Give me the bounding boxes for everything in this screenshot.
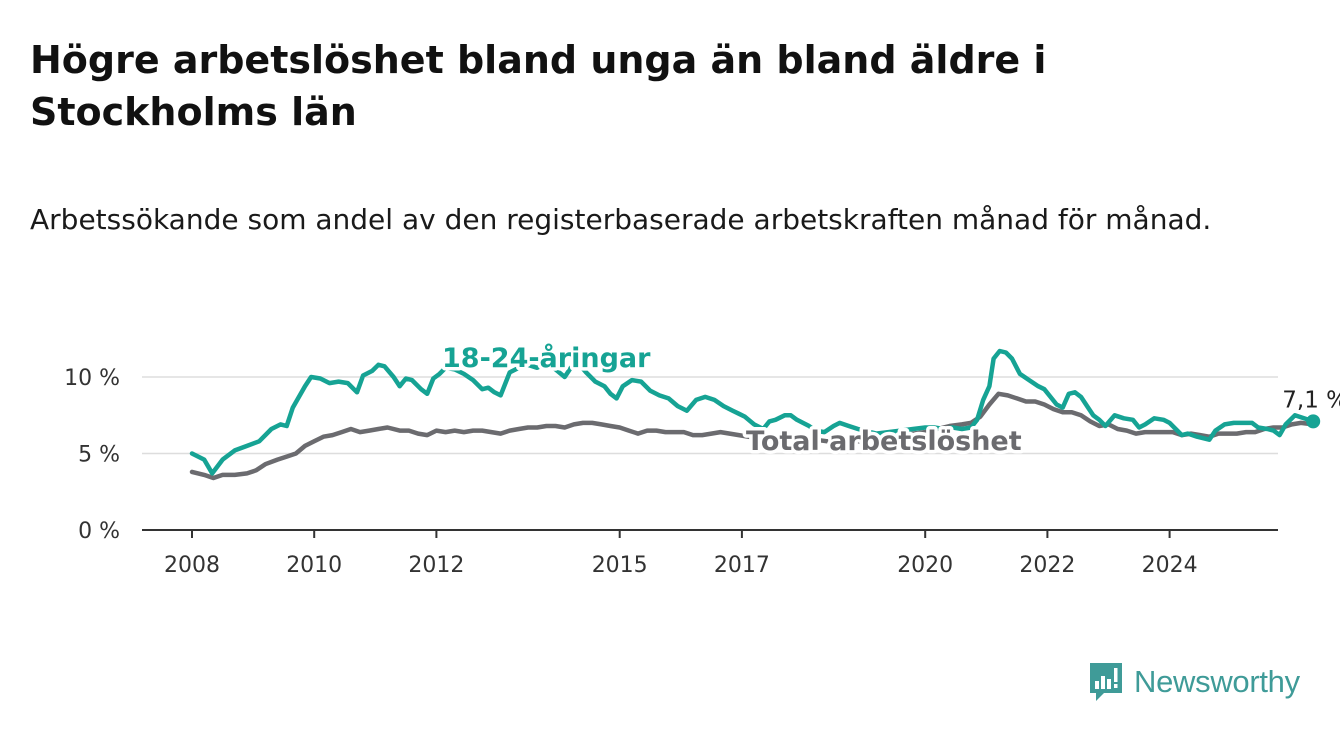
x-tick-label: 2010 (286, 553, 342, 578)
last-value-label-halo: 7,1 % (1282, 387, 1340, 413)
x-axis-ticks: 2008 2010 2012 2015 2017 2020 2022 2024 (164, 530, 1198, 578)
last-value-label: 7,1 %7,1 % (1279, 384, 1340, 417)
y-tick-label: 5 % (78, 443, 120, 468)
y-axis-ticks: 0 % 5 % 10 % (64, 366, 120, 544)
x-tick-label: 2017 (714, 553, 770, 578)
series-label-youth-text: 18-24-åringar (442, 342, 651, 374)
y-tick-label: 0 % (78, 519, 120, 544)
y-tick-label: 10 % (64, 366, 120, 391)
series-line-total (189, 391, 1316, 481)
brand-name: Newsworthy (1134, 664, 1300, 699)
last-value-label-text: 7,1 % (1282, 387, 1340, 413)
series-label-total-text: Total arbetslöshet (746, 426, 1022, 457)
line-chart: 0 %5 %10 % 2008 2010 2012 2015 2017 2020 2022 2… (64, 339, 1340, 578)
x-tick-label: 2022 (1019, 553, 1075, 578)
series-label-total-halo: Total arbetslöshet (746, 426, 1022, 457)
newsworthy-logo-icon (1090, 663, 1122, 701)
series-label-youth-halo: 18-24-åringar (442, 342, 651, 374)
series-lines (189, 348, 1321, 481)
grid-lines (142, 376, 1278, 531)
x-tick-label: 2024 (1142, 553, 1198, 578)
x-tick-label: 2008 (164, 553, 220, 578)
end-point-marker (1306, 414, 1321, 429)
chart-subtitle: Arbetssökande som andel av den registerb… (30, 203, 1212, 236)
chart-title: Högre arbetslöshet bland unga än bland ä… (30, 38, 1047, 134)
brand-logo: Newsworthy (1088, 660, 1300, 704)
series-line-youth (189, 348, 1316, 476)
x-tick-label: 2020 (897, 553, 953, 578)
x-tick-label: 2012 (408, 553, 464, 578)
x-tick-label: 2015 (592, 553, 648, 578)
